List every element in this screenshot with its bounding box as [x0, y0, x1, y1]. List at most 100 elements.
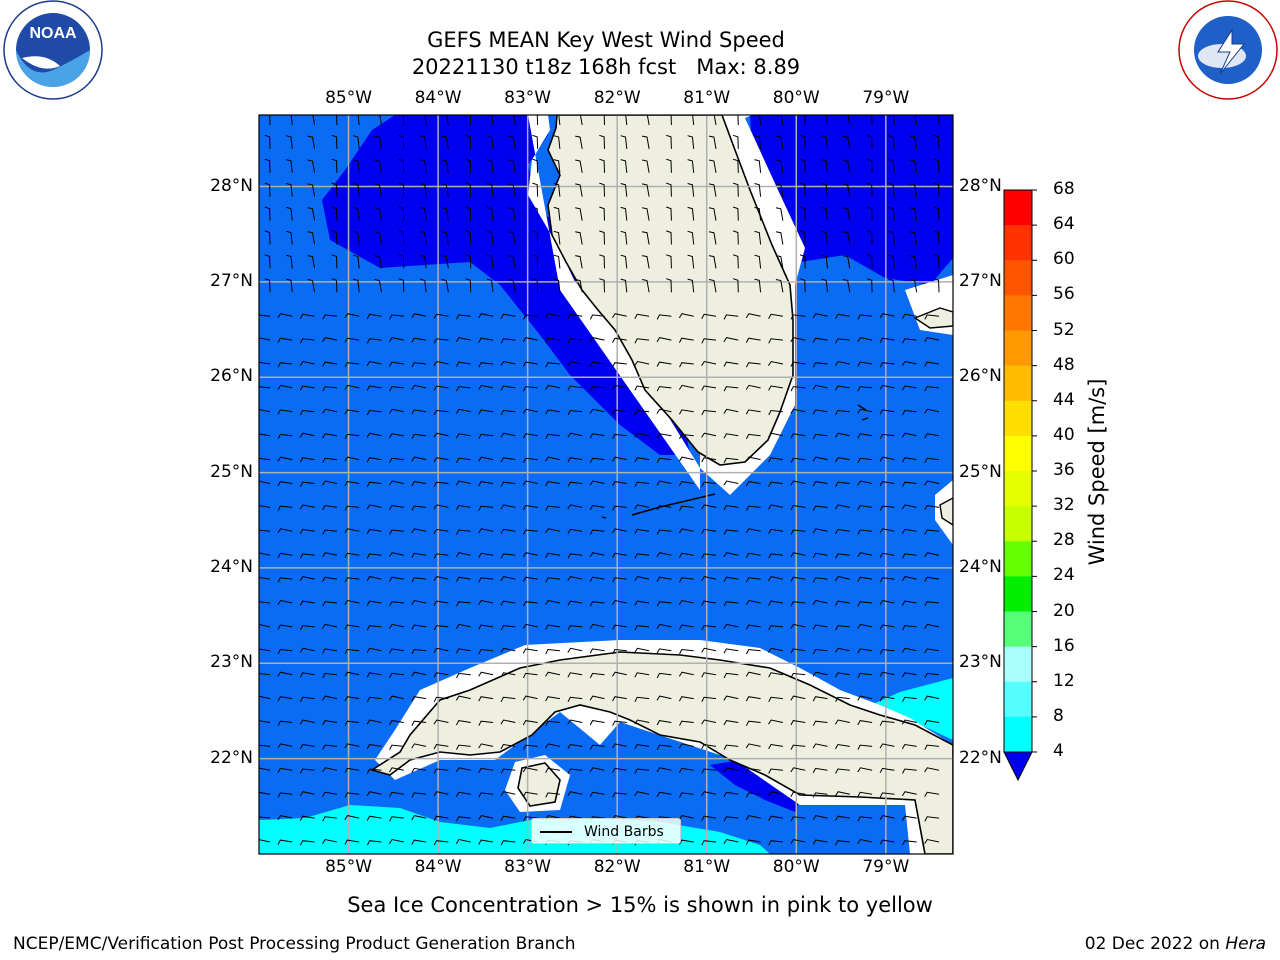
wind-barb: [545, 577, 560, 583]
wind-barb: [478, 456, 494, 462]
wind-barb: [656, 504, 672, 511]
wind-barb: [589, 576, 605, 582]
wind-barb: [599, 182, 605, 197]
wind-barb: [599, 158, 605, 173]
wind-barb: [344, 337, 360, 343]
lon-label-bottom: 83°W: [504, 857, 552, 877]
wind-barb: [825, 115, 828, 126]
wind-barb: [701, 313, 717, 319]
lat-label-left: 28°N: [210, 175, 253, 196]
wind-barb: [344, 815, 360, 821]
wind-barb: [879, 362, 895, 368]
wind-barb: [924, 386, 940, 392]
wind-barb: [299, 553, 315, 559]
wind-barb: [259, 839, 271, 843]
wind-barb: [536, 115, 539, 126]
wind-barb: [366, 553, 382, 559]
wind-barb: [545, 528, 561, 534]
wind-barb: [670, 115, 672, 126]
wind-barb: [790, 720, 806, 726]
wind-barb: [888, 159, 895, 173]
wind-barb: [259, 529, 271, 532]
wind-barb: [679, 433, 694, 440]
wind-barb: [455, 767, 471, 773]
wind-barb: [812, 599, 828, 605]
wind-barb: [532, 134, 539, 149]
wind-barb: [723, 672, 739, 679]
wind-barb: [879, 528, 895, 534]
wind-barb: [611, 456, 627, 462]
wind-barb: [455, 433, 471, 439]
wind-barb: [366, 457, 382, 463]
wind-barb: [678, 409, 694, 415]
wind-barb: [286, 278, 293, 293]
wind-barb: [656, 529, 672, 535]
wind-barb: [322, 529, 337, 535]
wind-barb: [678, 481, 694, 487]
lon-label-top: 79°W: [862, 88, 910, 108]
wind-barb: [366, 385, 382, 391]
colorbar-tick-label: 64: [1053, 214, 1075, 235]
wind-barb: [299, 481, 315, 487]
wind-band-lt4-cuba: [710, 760, 800, 812]
wind-barb: [634, 409, 650, 416]
wind-barb: [389, 433, 404, 439]
wind-barb: [857, 480, 873, 486]
wind-barb: [723, 816, 739, 822]
wind-barb: [754, 159, 762, 173]
wind-barb: [642, 135, 650, 149]
wind-barb: [708, 279, 717, 293]
wind-barb: [835, 457, 850, 463]
wind-barb: [307, 279, 316, 293]
wind-barb: [723, 623, 739, 629]
wind-barb: [352, 230, 360, 245]
wind-barb: [465, 182, 472, 197]
wind-barb: [277, 767, 293, 774]
wind-barb: [857, 791, 873, 797]
wind-barb: [259, 408, 271, 413]
map-frame: [258, 114, 954, 855]
wind-barb: [790, 433, 806, 439]
wind-barb: [456, 314, 471, 320]
wind-barb: [879, 648, 895, 655]
wind-barb: [656, 457, 672, 464]
wind-barb: [687, 206, 695, 221]
wind-barb: [909, 207, 918, 221]
wind-barb: [768, 696, 783, 703]
wind-barb: [656, 433, 672, 439]
wind-barb: [723, 576, 739, 582]
wind-barb: [299, 672, 315, 678]
wind-barb: [745, 648, 761, 655]
wind-barb: [768, 791, 784, 797]
wind-barb: [634, 791, 650, 797]
wind-barb: [299, 840, 315, 846]
machine-name: Hera: [1225, 934, 1266, 954]
wind-barb: [701, 672, 717, 678]
wind-barb: [419, 230, 427, 245]
wind-barb: [299, 504, 315, 510]
wind-barb: [723, 529, 739, 535]
wind-barb: [790, 791, 806, 797]
wind-barb: [500, 553, 516, 559]
legend-label: Wind Barbs: [584, 824, 664, 840]
wind-barb: [701, 504, 717, 510]
wind-barb: [419, 159, 427, 173]
colorbar-segment: [1004, 225, 1032, 261]
wind-barb: [522, 408, 538, 414]
wind-barb: [299, 457, 315, 463]
wind-barb: [656, 744, 672, 750]
colorbar-tick-label: 4: [1053, 741, 1064, 761]
wind-barb: [388, 767, 404, 773]
wind-barb: [567, 768, 583, 774]
map-subtitle: 20221130 t18z 168h fcst Max: 8.89: [411, 55, 801, 79]
wind-barb: [656, 552, 672, 558]
wind-barb: [678, 384, 694, 390]
map-title: GEFS MEAN Key West Wind Speed: [427, 28, 785, 52]
wind-barb: [603, 115, 605, 126]
wind-barb: [264, 278, 271, 293]
wind-barb: [879, 577, 895, 583]
wind-barb: [513, 115, 516, 126]
wind-barb: [344, 743, 360, 749]
wind-band-8-12-east: [855, 678, 953, 740]
wind-barb: [366, 432, 382, 438]
